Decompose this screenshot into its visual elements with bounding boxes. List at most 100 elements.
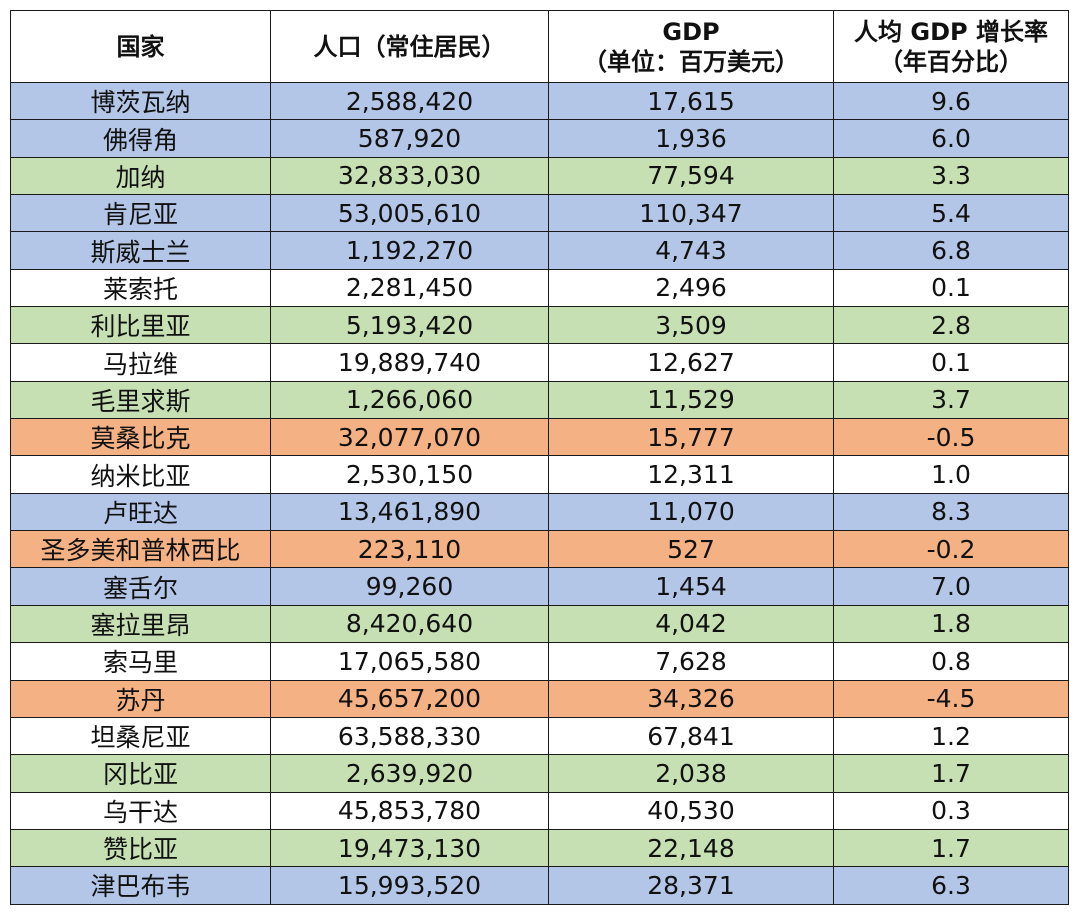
cell-country: 赞比亚 — [10, 828, 271, 868]
table-row: 马拉维 19,889,740 12,627 0.1 — [10, 343, 1069, 382]
cell-gdp: 34,326 — [548, 679, 834, 718]
cell-growth: 9.6 — [833, 81, 1069, 121]
cell-growth: 3.7 — [833, 380, 1069, 420]
cell-country: 博茨瓦纳 — [10, 81, 271, 121]
header-population: 人口（常住居民） — [270, 10, 549, 83]
cell-gdp: 40,530 — [548, 791, 834, 830]
cell-population: 587,920 — [270, 119, 549, 158]
table-row: 苏丹 45,657,200 34,326 -4.5 — [10, 679, 1069, 718]
cell-gdp: 4,743 — [548, 231, 834, 270]
table-row: 斯威士兰 1,192,270 4,743 6.8 — [10, 231, 1069, 270]
cell-gdp: 67,841 — [548, 716, 834, 756]
cell-growth: 0.1 — [833, 268, 1069, 308]
cell-growth: 1.8 — [833, 604, 1069, 644]
cell-growth: 6.0 — [833, 119, 1069, 158]
header-growth-unit: （年百分比） — [879, 47, 1023, 76]
table-row: 莱索托 2,281,450 2,496 0.1 — [10, 268, 1069, 308]
cell-gdp: 110,347 — [548, 194, 834, 233]
cell-population: 223,110 — [270, 530, 549, 569]
cell-population: 32,833,030 — [270, 156, 549, 196]
cell-gdp: 11,529 — [548, 380, 834, 420]
cell-growth: 0.1 — [833, 343, 1069, 382]
table-row: 莫桑比克 32,077,070 15,777 -0.5 — [10, 418, 1069, 457]
header-gdp-unit: （单位：百万美元） — [583, 47, 799, 76]
table-container: 国家 人口（常住居民） GDP （单位：百万美元） 人均 GDP 增长率 （年百… — [10, 10, 1069, 905]
cell-growth: 1.7 — [833, 754, 1069, 793]
cell-country: 苏丹 — [10, 679, 271, 718]
cell-gdp: 7,628 — [548, 642, 834, 681]
cell-country: 坦桑尼亚 — [10, 716, 271, 756]
cell-country: 利比里亚 — [10, 306, 271, 345]
table-row: 毛里求斯 1,266,060 11,529 3.7 — [10, 380, 1069, 420]
cell-gdp: 527 — [548, 530, 834, 569]
cell-country: 加纳 — [10, 156, 271, 196]
cell-growth: 1.2 — [833, 716, 1069, 756]
cell-country: 津巴布韦 — [10, 866, 271, 905]
cell-gdp: 1,936 — [548, 119, 834, 158]
cell-country: 纳米比亚 — [10, 455, 271, 494]
cell-population: 63,588,330 — [270, 716, 549, 756]
cell-population: 13,461,890 — [270, 492, 549, 532]
cell-population: 2,530,150 — [270, 455, 549, 494]
cell-population: 1,192,270 — [270, 231, 549, 270]
table-row: 肯尼亚 53,005,610 110,347 5.4 — [10, 194, 1069, 233]
cell-population: 45,853,780 — [270, 791, 549, 830]
cell-population: 32,077,070 — [270, 418, 549, 457]
cell-country: 塞舌尔 — [10, 567, 271, 606]
cell-country: 冈比亚 — [10, 754, 271, 793]
cell-population: 53,005,610 — [270, 194, 549, 233]
table-row: 索马里 17,065,580 7,628 0.8 — [10, 642, 1069, 681]
table-row: 利比里亚 5,193,420 3,509 2.8 — [10, 306, 1069, 345]
table-row: 津巴布韦 15,993,520 28,371 6.3 — [10, 866, 1069, 905]
cell-growth: 6.3 — [833, 866, 1069, 905]
cell-growth: 1.7 — [833, 828, 1069, 868]
cell-growth: 0.8 — [833, 642, 1069, 681]
cell-gdp: 77,594 — [548, 156, 834, 196]
cell-population: 1,266,060 — [270, 380, 549, 420]
cell-population: 5,193,420 — [270, 306, 549, 345]
country-data-table: 国家 人口（常住居民） GDP （单位：百万美元） 人均 GDP 增长率 （年百… — [10, 10, 1069, 905]
cell-growth: 0.3 — [833, 791, 1069, 830]
cell-country: 佛得角 — [10, 119, 271, 158]
table-row: 佛得角 587,920 1,936 6.0 — [10, 119, 1069, 158]
cell-population: 2,588,420 — [270, 81, 549, 121]
cell-gdp: 2,496 — [548, 268, 834, 308]
cell-country: 莫桑比克 — [10, 418, 271, 457]
cell-growth: 3.3 — [833, 156, 1069, 196]
header-gdp: GDP （单位：百万美元） — [548, 10, 834, 83]
cell-growth: 6.8 — [833, 231, 1069, 270]
cell-country: 索马里 — [10, 642, 271, 681]
cell-population: 8,420,640 — [270, 604, 549, 644]
cell-country: 马拉维 — [10, 343, 271, 382]
header-country: 国家 — [10, 10, 271, 83]
cell-country: 肯尼亚 — [10, 194, 271, 233]
table-row: 冈比亚 2,639,920 2,038 1.7 — [10, 754, 1069, 793]
header-population-label: 人口（常住居民） — [313, 32, 506, 61]
cell-population: 45,657,200 — [270, 679, 549, 718]
table-row: 乌干达 45,853,780 40,530 0.3 — [10, 791, 1069, 830]
header-row: 国家 人口（常住居民） GDP （单位：百万美元） 人均 GDP 增长率 （年百… — [10, 10, 1069, 83]
cell-growth: 7.0 — [833, 567, 1069, 606]
table-row: 加纳 32,833,030 77,594 3.3 — [10, 156, 1069, 196]
table-row: 塞拉里昂 8,420,640 4,042 1.8 — [10, 604, 1069, 644]
cell-growth: 5.4 — [833, 194, 1069, 233]
cell-country: 毛里求斯 — [10, 380, 271, 420]
cell-population: 99,260 — [270, 567, 549, 606]
cell-gdp: 1,454 — [548, 567, 834, 606]
cell-growth: 2.8 — [833, 306, 1069, 345]
header-growth: 人均 GDP 增长率 （年百分比） — [833, 10, 1069, 83]
table-body: 博茨瓦纳 2,588,420 17,615 9.6 佛得角 587,920 1,936 6.0… — [10, 81, 1069, 905]
cell-growth: -0.5 — [833, 418, 1069, 457]
cell-gdp: 4,042 — [548, 604, 834, 644]
table-row: 塞舌尔 99,260 1,454 7.0 — [10, 567, 1069, 606]
cell-country: 莱索托 — [10, 268, 271, 308]
cell-growth: -0.2 — [833, 530, 1069, 569]
cell-population: 2,281,450 — [270, 268, 549, 308]
cell-gdp: 15,777 — [548, 418, 834, 457]
table-row: 纳米比亚 2,530,150 12,311 1.0 — [10, 455, 1069, 494]
header-growth-label: 人均 GDP 增长率 — [854, 17, 1048, 46]
cell-country: 斯威士兰 — [10, 231, 271, 270]
table-row: 圣多美和普林西比 223,110 527 -0.2 — [10, 530, 1069, 569]
cell-population: 2,639,920 — [270, 754, 549, 793]
cell-country: 圣多美和普林西比 — [10, 530, 271, 569]
